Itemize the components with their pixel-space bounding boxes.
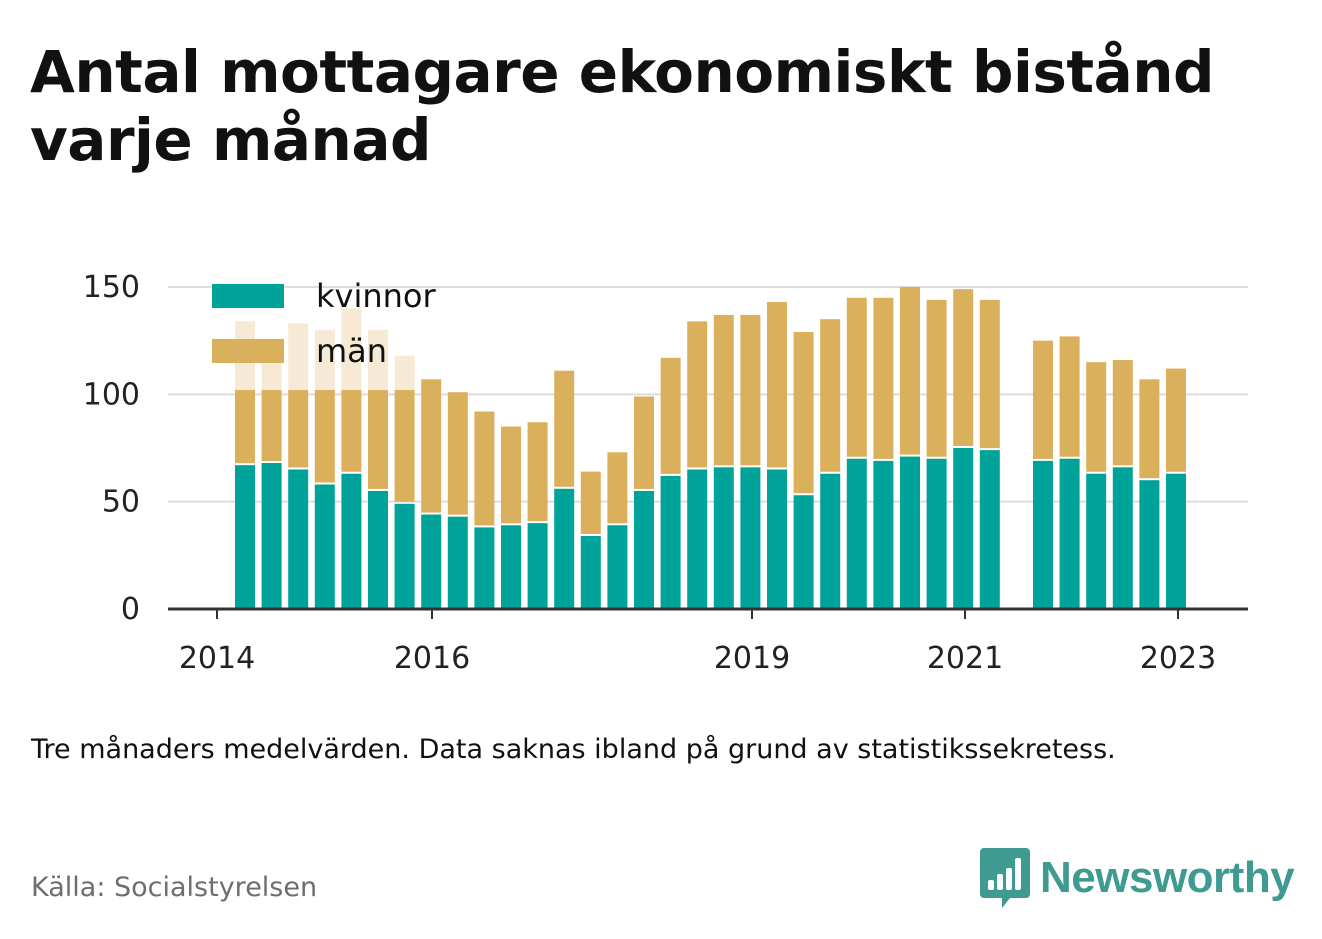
bar-kvinnor	[474, 527, 495, 609]
bar-kvinnor	[979, 450, 1000, 609]
bar-kvinnor	[1033, 460, 1053, 609]
bar-man	[634, 396, 654, 489]
bar-man	[979, 299, 1000, 449]
bar-kvinnor	[900, 456, 920, 609]
bar-kvinnor	[421, 514, 442, 609]
bar-man	[1033, 340, 1053, 459]
bar-kvinnor	[1166, 473, 1186, 609]
bar-kvinnor	[501, 525, 521, 609]
bar-kvinnor	[314, 484, 335, 609]
bar-kvinnor	[687, 469, 708, 609]
bar-man	[474, 411, 495, 526]
bar-man	[394, 390, 415, 502]
bar-man	[607, 452, 628, 524]
bar-man	[926, 299, 947, 457]
bar-kvinnor	[767, 469, 787, 609]
bar-man	[314, 390, 335, 483]
bar-man	[261, 390, 282, 462]
bar-kvinnor	[394, 503, 415, 609]
bar-kvinnor	[873, 460, 894, 609]
legend-label: kvinnor	[316, 277, 437, 315]
bar-man	[713, 314, 734, 466]
x-tick-label: 2021	[927, 641, 1003, 676]
bar-kvinnor	[793, 495, 814, 609]
bar-kvinnor	[1112, 467, 1133, 609]
bar-kvinnor	[1086, 473, 1107, 609]
bar-man	[793, 332, 814, 494]
bar-man	[527, 422, 548, 522]
source-text: Källa: Socialstyrelsen	[31, 872, 318, 903]
bar-man-faded	[368, 329, 388, 391]
bar-kvinnor	[261, 463, 282, 609]
bar-kvinnor	[1139, 480, 1160, 609]
bar-kvinnor	[820, 473, 841, 609]
bar-man	[1059, 336, 1080, 457]
legend-swatch	[212, 284, 284, 308]
x-tick-label: 2016	[394, 641, 470, 676]
newsworthy-logo-icon	[980, 848, 1030, 908]
bar-man	[900, 287, 920, 455]
bar-man	[953, 289, 974, 446]
bar-man	[660, 357, 681, 474]
bar-man	[447, 392, 468, 515]
bar-kvinnor	[926, 458, 947, 609]
bar-man	[1139, 379, 1160, 479]
legend-label: män	[316, 332, 387, 370]
bar-kvinnor	[288, 469, 309, 609]
bar-kvinnor	[740, 467, 761, 609]
bar-man	[421, 379, 442, 513]
bar-man-faded	[394, 355, 415, 391]
bar-kvinnor	[580, 536, 601, 609]
bar-man	[554, 370, 575, 487]
x-tick-label: 2019	[714, 641, 790, 676]
y-tick-label: 50	[102, 485, 140, 520]
bar-man	[767, 302, 787, 468]
brand-logo: Newsworthy	[980, 848, 1295, 908]
bar-man	[501, 426, 521, 524]
bar-man-faded	[314, 329, 335, 391]
bar-man	[846, 297, 867, 457]
x-tick-label: 2023	[1140, 641, 1216, 676]
bar-kvinnor	[953, 448, 974, 609]
bar-kvinnor	[1059, 458, 1080, 609]
chart-note: Tre månaders medelvärden. Data saknas ib…	[31, 734, 1116, 765]
bar-man	[1166, 368, 1186, 472]
bar-kvinnor	[235, 465, 255, 609]
bar-man	[820, 319, 841, 472]
brand-name: Newsworthy	[1040, 853, 1295, 902]
bar-kvinnor	[846, 458, 867, 609]
bar-man	[873, 297, 894, 459]
bar-kvinnor	[634, 490, 654, 609]
y-tick-label: 0	[121, 592, 140, 627]
bar-man	[1086, 362, 1107, 472]
x-tick-label: 2014	[179, 641, 255, 676]
bar-kvinnor	[660, 475, 681, 609]
bar-man	[740, 314, 761, 466]
bar-kvinnor	[607, 525, 628, 609]
bar-man	[368, 390, 388, 489]
bar-man	[235, 390, 255, 464]
bar-man	[288, 390, 309, 468]
bar-man-faded	[288, 323, 309, 391]
bar-man	[580, 471, 601, 535]
stacked-bar-chart: 0 50 100 150 2014 2016 2019 2021 2023 kvinnor män	[83, 270, 1248, 676]
bar-man	[1112, 359, 1133, 466]
bar-kvinnor	[368, 490, 388, 609]
bar-man	[341, 390, 362, 472]
bar-man-faded	[341, 308, 362, 391]
y-tick-label: 100	[83, 377, 140, 412]
legend-swatch	[212, 339, 284, 363]
bar-man	[687, 321, 708, 468]
bar-kvinnor	[341, 473, 362, 609]
y-tick-label: 150	[83, 270, 140, 305]
bar-kvinnor	[447, 516, 468, 609]
bar-kvinnor	[713, 467, 734, 609]
chart-title: Antal mottagare ekonomiskt bistånd varje…	[30, 38, 1215, 175]
bar-kvinnor	[554, 488, 575, 609]
bar-kvinnor	[527, 523, 548, 609]
